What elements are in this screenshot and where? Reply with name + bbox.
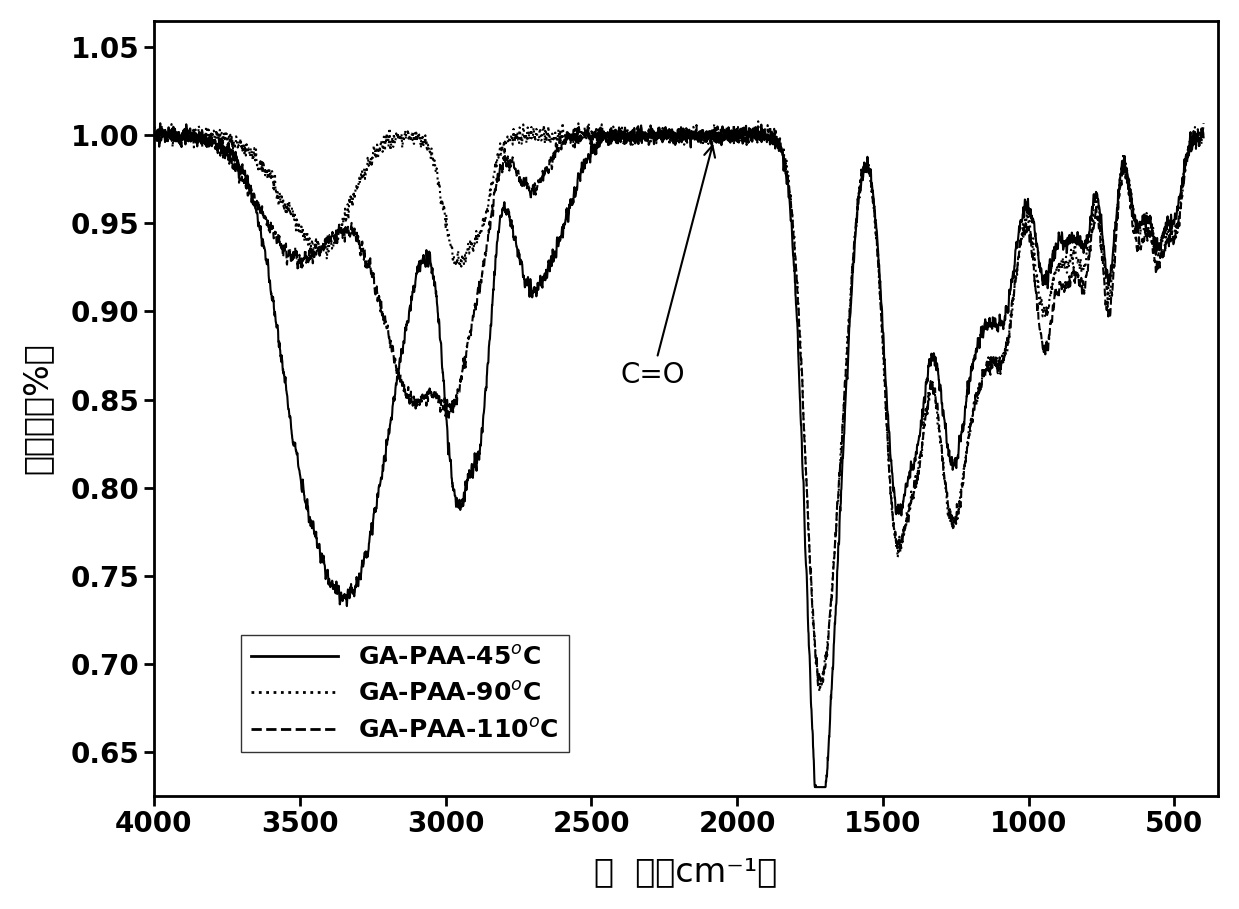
Legend: GA-PAA-45$^o$C, GA-PAA-90$^o$C, GA-PAA-110$^o$C: GA-PAA-45$^o$C, GA-PAA-90$^o$C, GA-PAA-1… — [240, 635, 569, 753]
Text: C=O: C=O — [621, 145, 715, 389]
X-axis label: 波  数（cm⁻¹）: 波 数（cm⁻¹） — [595, 855, 778, 888]
Y-axis label: 透过率（%）: 透过率（%） — [21, 343, 53, 474]
